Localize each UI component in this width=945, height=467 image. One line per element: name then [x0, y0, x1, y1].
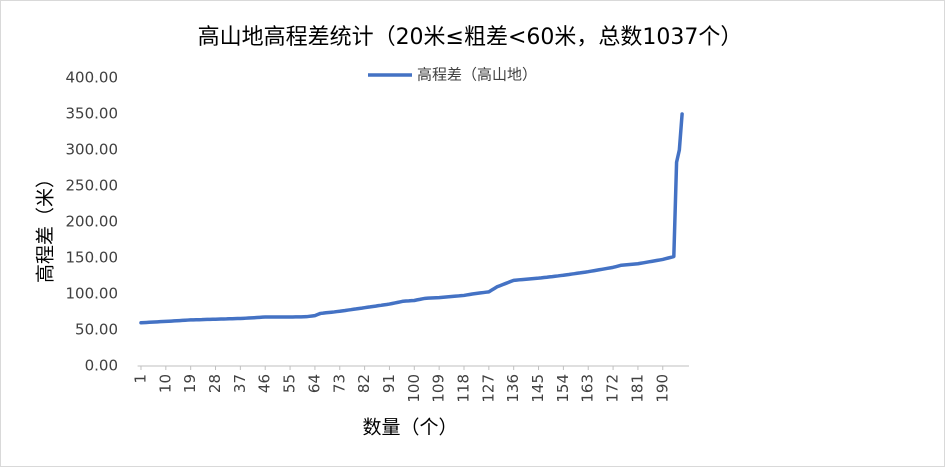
x-tick-label: 64	[305, 374, 323, 393]
y-tick-label: 150.00	[66, 249, 119, 267]
x-tick-label: 19	[181, 374, 199, 393]
x-tick-label: 46	[256, 374, 274, 393]
x-tick-label: 118	[454, 374, 472, 403]
y-tick-label: 200.00	[66, 213, 119, 231]
y-tick-label: 100.00	[66, 285, 119, 303]
x-tick-label: 82	[355, 374, 373, 393]
x-axis-title: 数量（个）	[362, 417, 457, 439]
legend-label: 高程差（高山地）	[417, 66, 537, 84]
y-tick-label: 0.00	[85, 357, 118, 375]
x-tick-label: 172	[604, 374, 622, 403]
chart-title: 高山地高程差统计（20米≤粗差<60米，总数1037个）	[198, 25, 743, 50]
x-tick-label: 190	[653, 374, 671, 403]
y-tick-label: 300.00	[66, 141, 119, 159]
x-tick-label: 181	[628, 374, 646, 403]
x-tick-label: 37	[231, 374, 249, 393]
x-tick-label: 154	[554, 374, 572, 403]
y-tick-label: 50.00	[75, 321, 118, 339]
x-tick-label: 163	[579, 374, 597, 403]
x-tick-label: 127	[479, 374, 497, 403]
x-tick-label: 109	[430, 374, 448, 403]
x-tick-label: 28	[206, 374, 224, 393]
x-tick-label: 73	[330, 374, 348, 393]
x-tick-label: 10	[156, 374, 174, 393]
y-tick-label: 350.00	[66, 105, 119, 123]
x-tick-label: 91	[380, 374, 398, 393]
x-tick-label: 145	[529, 374, 547, 403]
x-tick-label: 55	[281, 374, 299, 393]
data-line	[139, 112, 684, 325]
x-tick-label: 136	[504, 374, 522, 403]
x-tick-label: 1	[131, 374, 149, 384]
y-tick-label: 250.00	[66, 177, 119, 195]
x-tick-label: 100	[405, 374, 423, 403]
y-axis-title: 高程差（米）	[35, 169, 57, 283]
y-tick-label: 400.00	[66, 69, 119, 87]
